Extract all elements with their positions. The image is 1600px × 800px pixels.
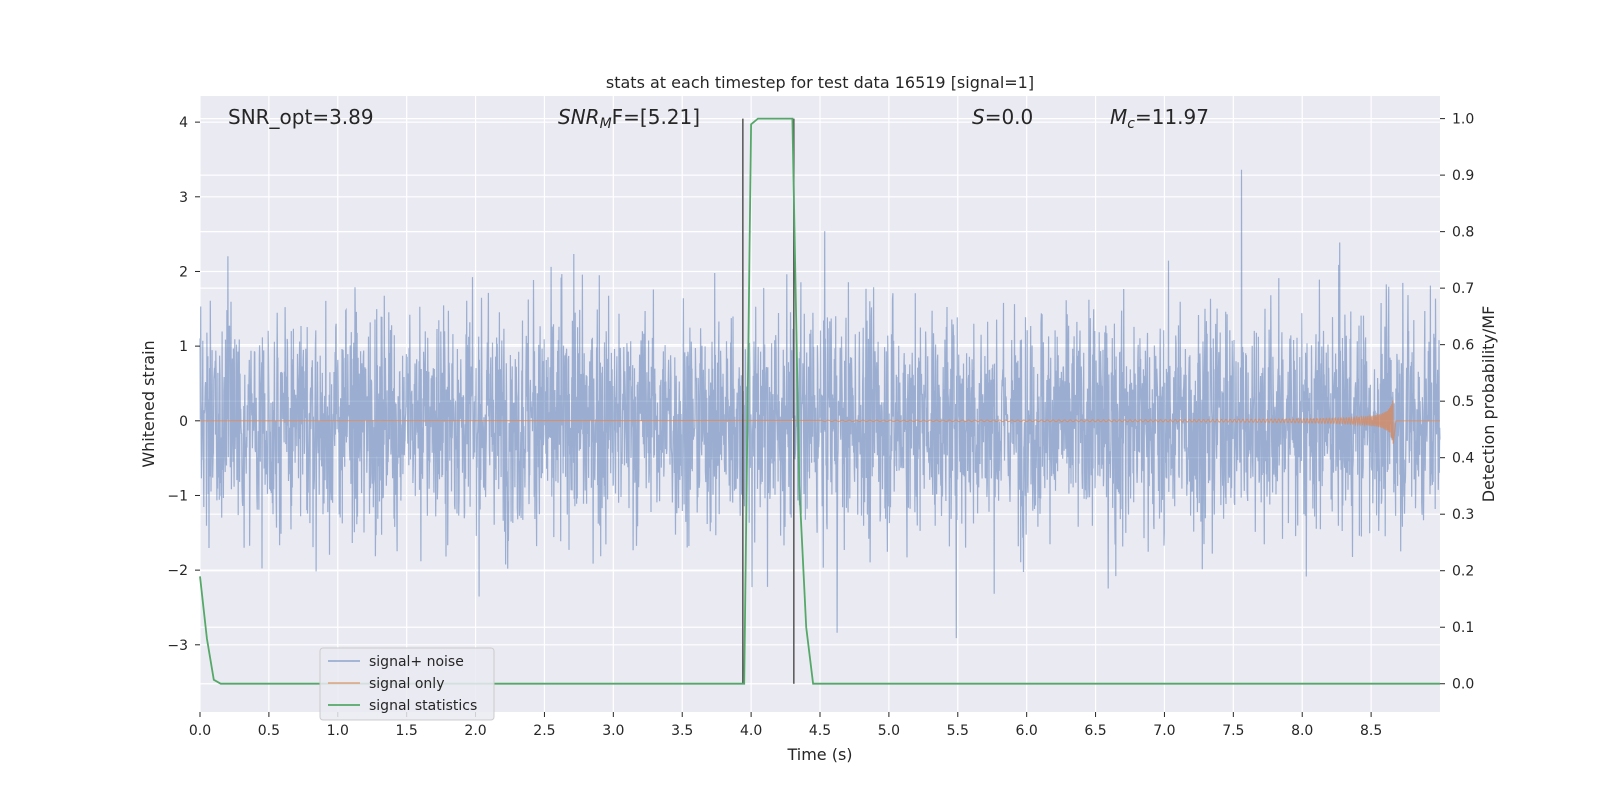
x-tick-label-3: 1.5 xyxy=(396,723,418,739)
x-axis-ticks: 0.0 0.5 1.0 1.5 2.0 2.5 3.0 3.5 4.0 4.5 5.0 5.5 6.0 6… xyxy=(189,712,1382,739)
y2-tick-label-0: 1.0 xyxy=(1452,112,1474,128)
y2-axis-label: Detection probability/MF xyxy=(1479,306,1498,503)
x-tick-label-13: 6.5 xyxy=(1084,723,1106,739)
legend-label-signal: signal only xyxy=(369,676,444,692)
y-tick-label-5: −1 xyxy=(167,488,188,504)
y2-tick-label-10: 0.0 xyxy=(1452,677,1474,693)
y2-tick-label-6: 0.4 xyxy=(1452,451,1474,467)
y-tick-label-2: 2 xyxy=(179,264,188,280)
x-tick-label-16: 8.0 xyxy=(1291,723,1313,739)
signal-line xyxy=(199,400,1440,444)
y2-tick-label-7: 0.3 xyxy=(1452,507,1474,523)
snr-mf-rest: F=[5.21] xyxy=(612,105,700,129)
y2-tick-label-1: 0.9 xyxy=(1452,168,1474,184)
y-tick-label-3: 1 xyxy=(179,339,188,355)
x-tick-label-5: 2.5 xyxy=(533,723,555,739)
snr-mf-main: SNR xyxy=(558,105,600,129)
legend-box xyxy=(319,647,495,721)
s-main: S xyxy=(972,105,985,129)
annotation-snr-mf: SNRMF=[5.21] xyxy=(558,105,700,132)
annotation-mc: Mc=11.97 xyxy=(1110,105,1209,132)
mc-main: M xyxy=(1110,105,1127,129)
y2-tick-label-5: 0.5 xyxy=(1452,394,1474,410)
y2-tick-label-9: 0.1 xyxy=(1452,620,1474,636)
x-tick-label-9: 4.5 xyxy=(809,723,831,739)
chart-title: stats at each timestep for test data 165… xyxy=(606,73,1034,92)
x-tick-label-8: 4.0 xyxy=(740,723,762,739)
x-tick-label-15: 7.5 xyxy=(1222,723,1244,739)
legend-label-stat: signal statistics xyxy=(369,698,477,714)
x-tick-label-12: 6.0 xyxy=(1016,723,1038,739)
legend: signal+ noise signal only signal statist… xyxy=(319,647,495,721)
y2-tick-label-4: 0.6 xyxy=(1452,338,1474,354)
x-tick-label-17: 8.5 xyxy=(1360,723,1382,739)
series-signal-statistics xyxy=(199,117,1440,685)
y-tick-label-6: −2 xyxy=(167,563,188,579)
y-axis-label: Whitened strain xyxy=(139,340,158,467)
x-tick-label-14: 7.0 xyxy=(1153,723,1175,739)
y-tick-label-7: −3 xyxy=(167,638,188,654)
annotation-s: S=0.0 xyxy=(972,105,1033,129)
mc-sub: c xyxy=(1127,116,1135,132)
s-rest: =0.0 xyxy=(985,105,1034,129)
mc-rest: =11.97 xyxy=(1135,105,1209,129)
y2-tick-label-3: 0.7 xyxy=(1452,281,1474,297)
x-tick-label-11: 5.5 xyxy=(947,723,969,739)
legend-label-noise: signal+ noise xyxy=(369,654,464,670)
y-tick-label-1: 3 xyxy=(179,190,188,206)
x-tick-label-0: 0.0 xyxy=(189,723,211,739)
y2-tick-label-8: 0.2 xyxy=(1452,564,1474,580)
x-tick-label-10: 5.0 xyxy=(878,723,900,739)
x-axis-label: Time (s) xyxy=(786,745,852,764)
y-tick-label-4: 0 xyxy=(179,414,188,430)
y-tick-label-0: 4 xyxy=(179,115,188,131)
y2-axis-ticks: 1.0 0.9 0.8 0.7 0.6 0.5 0.4 0.3 0.2 0.1 0.0 xyxy=(1440,112,1474,693)
x-tick-label-4: 2.0 xyxy=(464,723,486,739)
x-tick-label-1: 0.5 xyxy=(258,723,280,739)
x-tick-label-6: 3.0 xyxy=(602,723,624,739)
x-tick-label-2: 1.0 xyxy=(327,723,349,739)
x-tick-label-7: 3.5 xyxy=(671,723,693,739)
snr-mf-sub: M xyxy=(600,116,612,132)
stat-line xyxy=(199,117,1440,685)
y-axis-ticks: 4 3 2 1 0 −1 −2 −3 xyxy=(167,115,200,654)
series-signal-only xyxy=(199,400,1440,444)
y2-tick-label-2: 0.8 xyxy=(1452,225,1474,241)
annotation-snr-opt: SNR_opt=3.89 xyxy=(228,105,374,129)
